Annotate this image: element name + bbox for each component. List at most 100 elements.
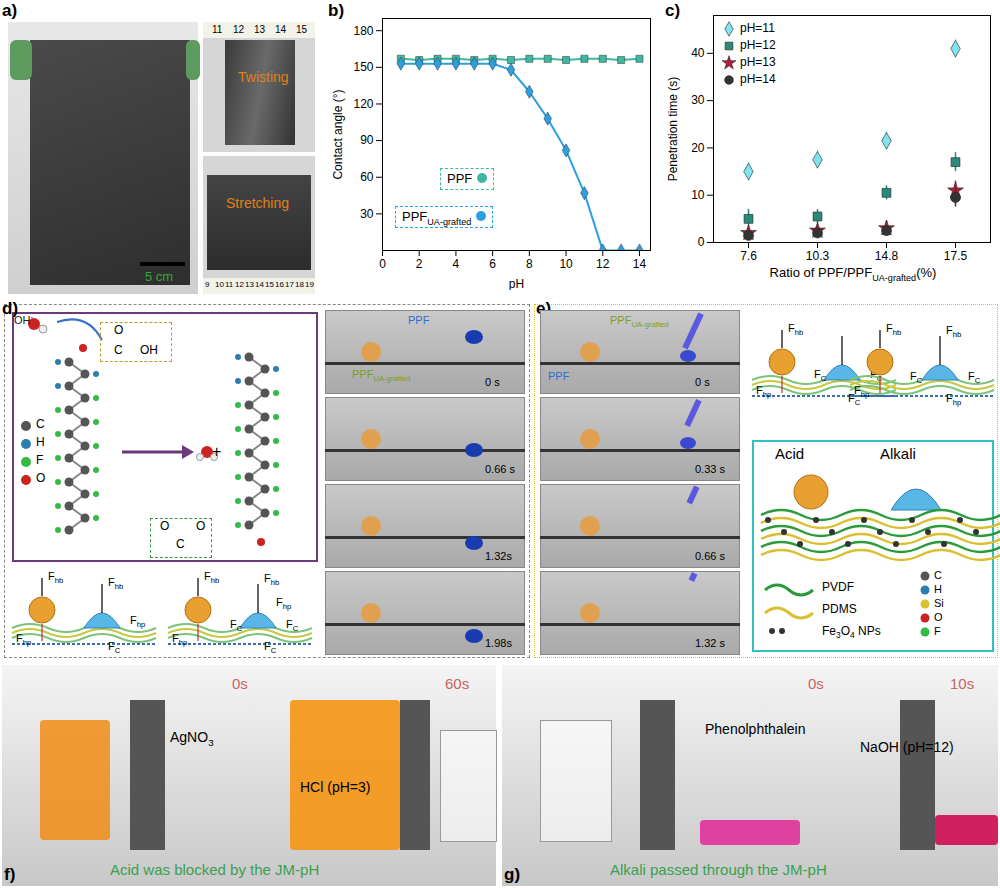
html-text:0.66 s: 0.66 s — [695, 550, 725, 562]
html-text:pH=14: pH=14 — [740, 72, 776, 86]
html-text:15: 15 — [296, 24, 308, 35]
html-text:12: 12 — [233, 24, 245, 35]
html-text:FC: FC — [870, 368, 883, 384]
html-text:Phenolphthalein: Phenolphthalein — [705, 721, 806, 737]
html-text:pH=11: pH=11 — [740, 21, 775, 35]
html-text:0.33 s: 0.33 s — [695, 463, 725, 475]
svg-text:120: 120 — [353, 97, 373, 111]
html-text:Fhb: Fhb — [48, 570, 64, 586]
html-text:60s: 60s — [445, 675, 470, 692]
svg-text:60: 60 — [360, 170, 374, 184]
html-text:1.98s: 1.98s — [485, 637, 512, 649]
svg-text:4: 4 — [453, 257, 460, 271]
html-text:HCl (pH=3): HCl (pH=3) — [300, 779, 371, 795]
html-text:Fhb: Fhb — [204, 570, 220, 586]
html-text:d): d) — [2, 299, 18, 318]
html-text:c): c) — [665, 1, 681, 20]
html-text:OH: OH — [140, 343, 158, 357]
svg-text:10: 10 — [691, 188, 705, 202]
svg-text:180: 180 — [353, 24, 373, 38]
svg-text:150: 150 — [353, 60, 373, 74]
html-text:e): e) — [536, 299, 552, 318]
html-text:Alkali passed through the JM-p: Alkali passed through the JM-pH — [610, 861, 827, 878]
html-text:Fhb: Fhb — [264, 572, 280, 588]
svg-text:20: 20 — [691, 141, 705, 155]
html-text:Fhb: Fhb — [946, 324, 962, 340]
svg-text:Penetration time (s): Penetration time (s) — [666, 77, 680, 182]
html-text:Ratio of PPF/PPFUA-grafted(%): Ratio of PPF/PPFUA-grafted(%) — [769, 265, 937, 283]
html-text:Fe3O4NPs: Fe3O4NPs — [822, 624, 881, 641]
html-text:1.32 s: 1.32 s — [695, 637, 725, 649]
html-text:PPFUA-grafted: PPFUA-grafted — [402, 209, 472, 227]
svg-text:10.3: 10.3 — [806, 249, 830, 263]
html-text:g): g) — [504, 865, 520, 884]
html-text:Fhp: Fhp — [276, 596, 292, 612]
html-text:b): b) — [328, 1, 344, 20]
html-text:PVDF: PVDF — [822, 580, 854, 594]
html-text:a): a) — [2, 1, 18, 20]
html-text:Fhb: Fhb — [886, 322, 902, 338]
html-text:0.66 s: 0.66 s — [485, 463, 515, 475]
html-text:Acid: Acid — [775, 445, 805, 462]
html-text:Fhb: Fhb — [108, 576, 124, 592]
svg-text:30: 30 — [691, 93, 705, 107]
html-text:FC: FC — [286, 618, 299, 634]
svg-text:0: 0 — [379, 257, 386, 271]
html-text:Fhb: Fhb — [788, 322, 804, 338]
html-text:pH=13: pH=13 — [740, 55, 776, 69]
svg-text:Contact angle (°): Contact angle (°) — [331, 89, 345, 179]
html-text:AgNO3: AgNO3 — [170, 729, 214, 748]
svg-text:14.8: 14.8 — [875, 249, 899, 263]
html-text:11: 11 — [212, 24, 223, 35]
html-text:FC: FC — [230, 618, 243, 634]
html-text:Stretching: Stretching — [226, 195, 289, 211]
html-text:Alkali: Alkali — [880, 445, 916, 462]
svg-text:2: 2 — [416, 257, 423, 271]
html-text:PPFUA-grafted: PPFUA-grafted — [352, 368, 411, 384]
html-text:PDMS: PDMS — [822, 602, 857, 616]
svg-text:17.5: 17.5 — [944, 249, 968, 263]
html-text:FC: FC — [848, 392, 861, 408]
html-text:Fhp: Fhp — [130, 614, 146, 630]
html-text:PPFUA-grafted: PPFUA-grafted — [610, 314, 669, 330]
html-text:13: 13 — [254, 24, 266, 35]
svg-text:12: 12 — [596, 257, 610, 271]
svg-text:14: 14 — [633, 257, 647, 271]
html-text:FC: FC — [264, 640, 277, 656]
html-text:FC: FC — [108, 640, 121, 656]
html-text:Twisting: Twisting — [238, 69, 289, 85]
html-text:OH-: OH- — [14, 312, 34, 326]
html-text:14: 14 — [275, 24, 287, 35]
html-text:Fhp: Fhp — [756, 384, 772, 400]
svg-text:6: 6 — [489, 257, 496, 271]
svg-text:pH: pH — [509, 277, 524, 291]
html-text:pH=12: pH=12 — [740, 38, 776, 52]
html-text:0 s: 0 s — [485, 376, 500, 388]
svg-text:0: 0 — [698, 235, 705, 249]
html-text:PPF: PPF — [447, 171, 473, 186]
html-text:FC: FC — [968, 370, 981, 386]
html-text:Acid was blocked by the JM-pH: Acid was blocked by the JM-pH — [110, 861, 320, 878]
svg-text:40: 40 — [691, 46, 705, 60]
html-text:0s: 0s — [232, 675, 248, 692]
html-text:FC: FC — [910, 370, 923, 386]
svg-text:10: 10 — [559, 257, 573, 271]
html-text:NaOH (pH=12): NaOH (pH=12) — [860, 739, 954, 755]
svg-text:7.6: 7.6 — [740, 249, 757, 263]
html-text:5 cm: 5 cm — [145, 269, 174, 284]
html-text:Fhp: Fhp — [854, 384, 870, 400]
svg-text:8: 8 — [526, 257, 533, 271]
html-text:f): f) — [4, 865, 16, 884]
html-text:Fhp: Fhp — [946, 392, 962, 408]
html-text:PPF: PPF — [548, 370, 570, 382]
html-text:FC: FC — [814, 368, 827, 384]
svg-text:30: 30 — [360, 207, 374, 221]
html-text:Fhp: Fhp — [172, 632, 188, 648]
svg-text:90: 90 — [360, 133, 374, 147]
html-text:0s: 0s — [808, 675, 824, 692]
html-text:PPF: PPF — [408, 314, 430, 326]
html-text:10s: 10s — [950, 675, 975, 692]
html-text:0 s: 0 s — [695, 376, 710, 388]
html-text:Fhp: Fhp — [16, 632, 32, 648]
html-text:1.32s: 1.32s — [485, 550, 512, 562]
